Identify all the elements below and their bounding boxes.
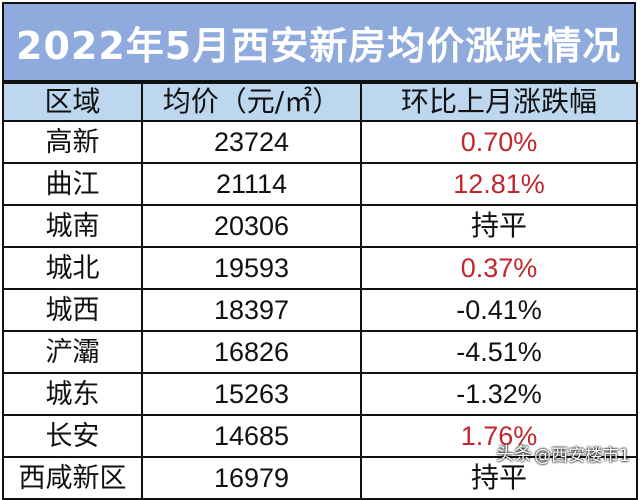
watermark: 头条 @西安楼市1 (496, 440, 630, 466)
change-cell: -4.51% (360, 330, 638, 374)
table-row: 城西 18397 -0.41% (2, 288, 638, 332)
table-row: 城南 20306 持平 (2, 204, 638, 248)
change-cell: -1.32% (360, 372, 638, 416)
price-cell: 19593 (141, 246, 362, 290)
price-cell: 14685 (141, 414, 362, 458)
title-bar: 2022年5月西安新房均价涨跌情况 (2, 2, 636, 82)
column-header-change: 环比上月涨跌幅 (360, 82, 638, 122)
price-cell: 21114 (141, 162, 362, 206)
table-row: 城北 19593 0.37% (2, 246, 638, 290)
toutiao-logo-icon: 头条 (496, 444, 533, 465)
change-cell: 1.76% (360, 414, 638, 458)
change-cell: 0.37% (360, 246, 638, 290)
table-row: 长安 14685 1.76% (2, 414, 638, 458)
district-cell: 曲江 (2, 162, 143, 206)
watermark-handle: @西安楼市1 (534, 445, 630, 466)
price-cell: 23724 (141, 120, 362, 164)
district-cell: 高新 (2, 120, 143, 164)
table-row: 曲江 21114 12.81% (2, 162, 638, 206)
column-header-district: 区域 (2, 82, 143, 122)
table-row: 高新 23724 0.70% (2, 120, 638, 164)
table-row: 城东 15263 -1.32% (2, 372, 638, 416)
district-cell: 长安 (2, 414, 143, 458)
district-cell: 城北 (2, 246, 143, 290)
price-cell: 15263 (141, 372, 362, 416)
price-table: 区域 均价（元/㎡） 环比上月涨跌幅 高新 23724 0.70% 曲江 21114 12… (2, 82, 638, 500)
district-cell: 城南 (2, 204, 143, 248)
change-cell: -0.41% (360, 288, 638, 332)
change-cell: 持平 (360, 204, 638, 248)
header-row: 区域 均价（元/㎡） 环比上月涨跌幅 (2, 82, 638, 122)
price-cell: 16979 (141, 456, 362, 500)
district-cell: 城东 (2, 372, 143, 416)
district-cell: 西咸新区 (2, 456, 143, 500)
column-header-price: 均价（元/㎡） (141, 82, 362, 122)
price-cell: 16826 (141, 330, 362, 374)
change-cell: 12.81% (360, 162, 638, 206)
table-row: 浐灞 16826 -4.51% (2, 330, 638, 374)
district-cell: 浐灞 (2, 330, 143, 374)
price-cell: 20306 (141, 204, 362, 248)
change-cell: 0.70% (360, 120, 638, 164)
price-cell: 18397 (141, 288, 362, 332)
district-cell: 城西 (2, 288, 143, 332)
table-title: 2022年5月西安新房均价涨跌情况 (16, 23, 622, 68)
